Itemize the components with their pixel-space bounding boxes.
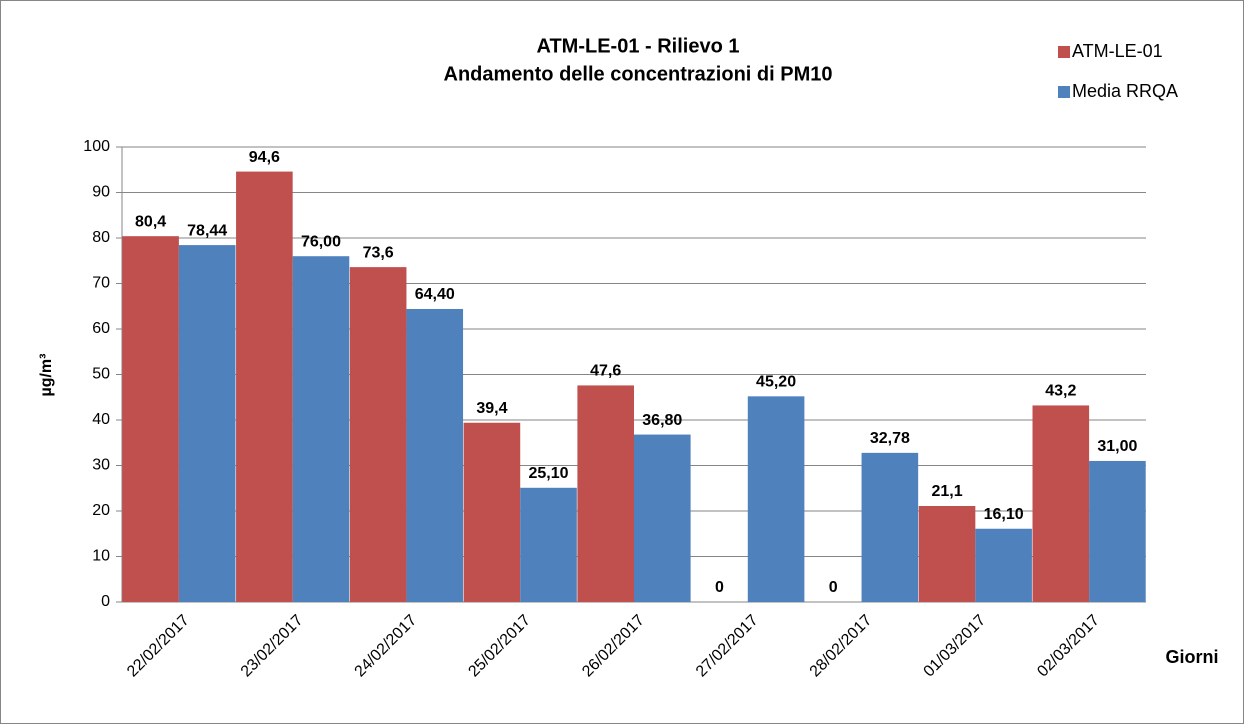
data-label: 16,10 [984,506,1024,523]
y-tick-label: 90 [92,184,110,201]
data-label: 0 [829,579,838,596]
data-label: 80,4 [135,213,166,230]
y-tick-label: 30 [92,457,110,474]
legend-swatch [1058,86,1070,98]
data-label: 39,4 [476,400,507,417]
data-label: 76,00 [301,233,341,250]
data-label: 64,40 [415,286,455,303]
chart-title: Andamento delle concentrazioni di PM10 [444,63,833,85]
bar [520,487,577,602]
y-tick-label: 100 [83,138,110,155]
bar [178,245,236,602]
legend-label: ATM-LE-01 [1072,41,1163,61]
bar [236,171,293,602]
bar [634,434,691,602]
y-tick-label: 80 [92,229,110,246]
bar [975,528,1032,602]
data-label: 21,1 [931,483,962,500]
bar [1089,460,1146,602]
y-axis-label: µg/m³ [38,354,55,397]
data-label: 78,44 [187,222,227,239]
bar [406,308,464,602]
y-tick-label: 40 [92,411,110,428]
bar [463,422,521,602]
legend-label: Media RRQA [1072,81,1178,101]
x-axis-label: Giorni [1166,647,1219,667]
y-tick-label: 70 [92,275,110,292]
chart-title: ATM-LE-01 - Rilievo 1 [537,35,740,57]
data-label: 43,2 [1045,383,1076,400]
data-label: 94,6 [249,149,280,166]
y-tick-label: 10 [92,548,110,565]
bar [122,236,179,602]
data-label: 32,78 [870,430,910,447]
legend-swatch [1058,46,1070,58]
bar [577,385,634,602]
bar [349,267,407,602]
y-tick-label: 50 [92,366,110,383]
bar [918,505,976,602]
data-label: 31,00 [1097,438,1137,455]
bar [1032,405,1090,602]
data-label: 45,20 [756,374,796,391]
data-label: 25,10 [529,465,569,482]
y-tick-label: 60 [92,320,110,337]
data-label: 0 [715,579,724,596]
data-label: 73,6 [363,244,394,261]
bar [861,452,919,602]
bar [747,396,805,602]
data-label: 36,80 [642,412,682,429]
bar [292,256,350,602]
y-tick-label: 20 [92,502,110,519]
y-tick-label: 0 [101,593,110,610]
data-label: 47,6 [590,363,621,380]
